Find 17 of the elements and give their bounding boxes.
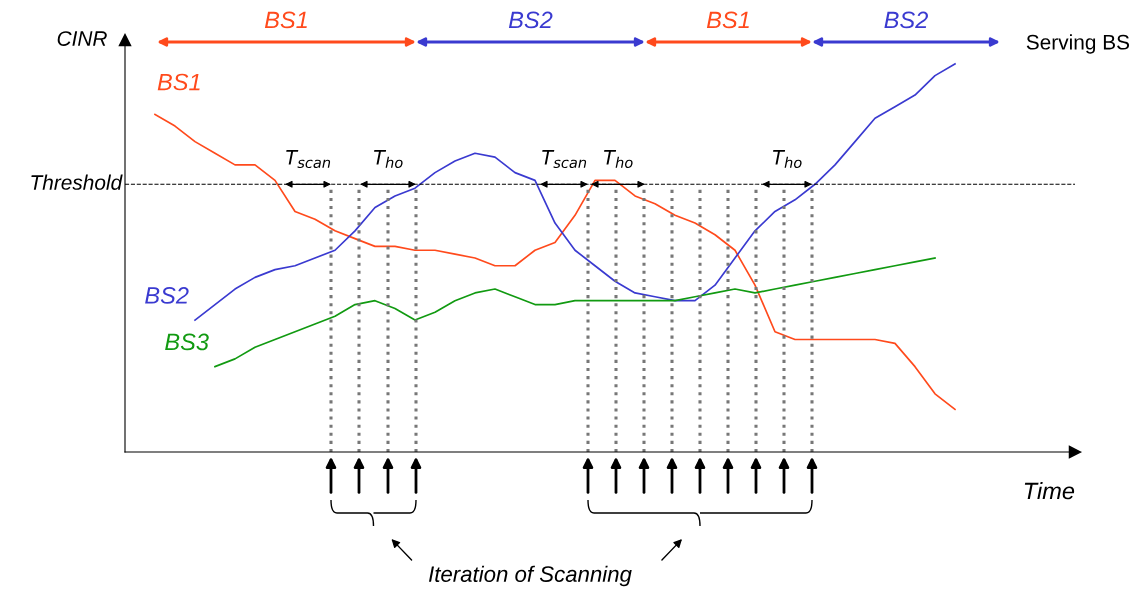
ref-line-label: Threshold — [31, 174, 123, 190]
y-axis-title: CINR — [57, 31, 107, 46]
x-axis-title: Time — [1024, 482, 1075, 500]
text: Serving BS — [1026, 34, 1130, 54]
text: BS1 — [706, 11, 749, 29]
annotation: T$_{ho}$ — [374, 150, 403, 169]
series-label: BS2 — [145, 287, 189, 304]
text: BS2 — [508, 11, 553, 29]
annotation: T$_{ho}$ — [773, 150, 802, 169]
legend-label: BS1 — [157, 73, 200, 91]
text: BS2 — [884, 11, 928, 29]
text: BS1 — [264, 11, 307, 29]
annotation: T$_{ho}$ — [604, 150, 633, 169]
series-label: BS3 — [165, 333, 209, 351]
annotation: T$_{scan}$ — [542, 150, 587, 169]
annotation: T$_{scan}$ — [286, 150, 331, 169]
text: Iteration of Scanning — [428, 565, 632, 587]
